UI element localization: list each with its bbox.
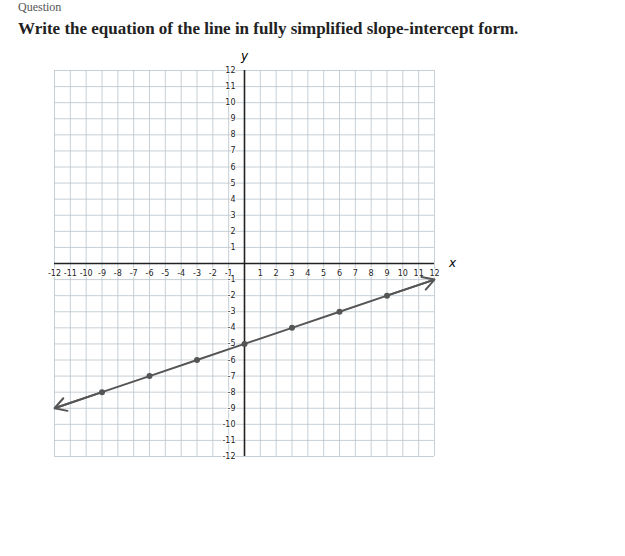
svg-text:10: 10	[398, 269, 408, 278]
svg-text:-5: -5	[161, 269, 169, 278]
svg-text:-7: -7	[228, 372, 236, 381]
svg-text:-1: -1	[228, 275, 236, 284]
svg-text:-4: -4	[177, 269, 185, 278]
svg-text:-9: -9	[228, 404, 236, 413]
svg-text:x: x	[448, 256, 457, 270]
svg-text:2: 2	[230, 227, 235, 236]
svg-text:9: 9	[384, 269, 389, 278]
html-text:Write the equation of the line: Write the equation of the line in fully …	[18, 19, 519, 38]
svg-text:4: 4	[305, 269, 310, 278]
svg-text:-11: -11	[64, 269, 77, 278]
svg-text:8: 8	[230, 130, 235, 139]
svg-text:5: 5	[230, 179, 235, 188]
svg-text:-9: -9	[98, 269, 106, 278]
svg-text:5: 5	[321, 269, 326, 278]
svg-text:3: 3	[230, 211, 235, 220]
svg-text:-10: -10	[222, 420, 235, 429]
svg-text:11: 11	[225, 82, 235, 91]
svg-text:7: 7	[230, 146, 235, 155]
svg-text:12: 12	[429, 269, 439, 278]
svg-text:-8: -8	[228, 388, 236, 397]
svg-text:-2: -2	[228, 291, 236, 300]
svg-text:-11: -11	[222, 436, 235, 445]
svg-text:7: 7	[353, 269, 358, 278]
svg-text:9: 9	[230, 114, 235, 123]
svg-text:6: 6	[230, 163, 235, 172]
svg-text:-12: -12	[48, 269, 61, 278]
svg-text:3: 3	[289, 269, 294, 278]
svg-text:-5: -5	[227, 339, 236, 349]
svg-text:-4: -4	[228, 323, 236, 332]
svg-text:1: 1	[230, 243, 235, 252]
svg-text:10: 10	[225, 98, 235, 107]
svg-text:-3: -3	[193, 269, 201, 278]
svg-text:6: 6	[337, 269, 342, 278]
svg-text:-3: -3	[228, 307, 236, 316]
svg-text:-1: -1	[224, 269, 233, 279]
svg-text:-12: -12	[222, 452, 235, 461]
svg-text:1: 1	[258, 269, 263, 278]
svg-text:-6: -6	[228, 356, 236, 365]
svg-text:8: 8	[369, 269, 374, 278]
svg-text:12: 12	[225, 66, 235, 75]
svg-text:-8: -8	[114, 269, 122, 278]
svg-text:y: y	[240, 49, 249, 63]
svg-text:-2: -2	[209, 269, 217, 278]
svg-text:11: 11	[413, 269, 424, 279]
svg-text:2: 2	[274, 269, 279, 278]
svg-text:4: 4	[230, 195, 235, 204]
svg-text:-6: -6	[146, 269, 154, 278]
svg-text:-10: -10	[80, 269, 93, 278]
svg-text:-7: -7	[130, 269, 138, 278]
html-text:Question: Question	[18, 0, 62, 14]
